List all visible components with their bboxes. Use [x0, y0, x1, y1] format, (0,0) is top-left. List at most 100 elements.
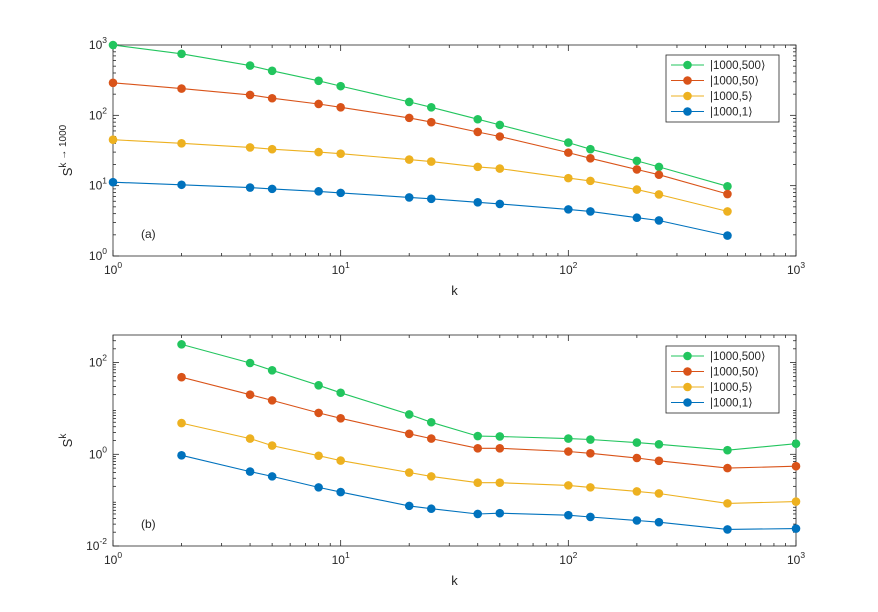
legend-item: |1000,5⟩: [671, 382, 753, 394]
data-point: [791, 524, 801, 533]
legend-marker: [683, 367, 692, 376]
data-point: [108, 78, 118, 88]
series-line: [181, 422, 797, 504]
data-point: [245, 358, 255, 368]
x-tick-label: 101: [332, 260, 350, 277]
data-point: [564, 205, 573, 214]
data-point: [404, 468, 414, 477]
data-point: [586, 153, 595, 163]
y-tick-label: 102: [89, 105, 107, 122]
data-point: [426, 157, 436, 166]
data-point: [336, 456, 345, 465]
data-point: [495, 120, 505, 130]
data-point: [404, 429, 414, 439]
data-point: [654, 190, 664, 199]
data-point: [245, 390, 255, 399]
data-point: [632, 185, 642, 194]
data-point: [404, 155, 414, 164]
data-point: [586, 207, 595, 216]
data-point: [336, 188, 345, 198]
legend-marker: [683, 107, 692, 116]
data-point: [723, 181, 732, 191]
series-1: [108, 78, 732, 199]
data-point: [314, 408, 323, 418]
data-point: [654, 162, 664, 172]
data-point: [336, 81, 345, 91]
data-point: [632, 165, 642, 174]
data-point: [723, 525, 732, 534]
data-point: [177, 372, 186, 382]
legend-item: |1000,5⟩: [671, 91, 753, 103]
data-point: [314, 147, 323, 157]
data-point: [314, 483, 323, 492]
x-tick-label: 100: [104, 260, 122, 277]
data-point: [404, 113, 414, 123]
data-point: [336, 388, 345, 398]
data-point: [495, 508, 505, 518]
legend: |1000,500⟩ |1000,50⟩ |1000,5⟩ |1000,1⟩: [665, 345, 780, 414]
panel-annotation: (b): [141, 517, 156, 531]
legend-item: |1000,1⟩: [671, 107, 753, 119]
series-line: [112, 44, 728, 187]
data-point: [564, 148, 573, 157]
y-tick-label: 103: [89, 35, 107, 52]
data-point: [586, 512, 595, 522]
data-point: [314, 76, 323, 86]
data-point: [473, 509, 483, 519]
y-axis-label: Sk: [58, 433, 75, 448]
data-point: [426, 103, 436, 112]
data-point: [267, 472, 277, 481]
data-point: [473, 162, 483, 172]
data-point: [336, 413, 345, 423]
legend-item: |1000,1⟩: [671, 398, 753, 410]
series-2: [108, 135, 732, 216]
legend-label: |1000,50⟩: [710, 76, 759, 88]
data-point: [723, 445, 732, 455]
legend-label: |1000,50⟩: [710, 367, 759, 379]
legend-label: |1000,1⟩: [710, 107, 753, 119]
data-point: [245, 90, 255, 100]
data-point: [586, 483, 595, 492]
data-point: [586, 449, 595, 458]
series-line: [112, 82, 728, 195]
data-point: [404, 97, 414, 107]
data-point: [267, 66, 277, 76]
data-point: [564, 434, 573, 443]
data-point: [267, 365, 277, 375]
data-point: [314, 380, 323, 390]
x-tick-label: 103: [787, 260, 805, 277]
legend-item: |1000,500⟩: [671, 60, 765, 72]
data-point: [426, 417, 436, 427]
data-point: [473, 198, 483, 207]
legend-label: |1000,500⟩: [710, 60, 765, 72]
data-point: [177, 49, 186, 59]
legend: |1000,500⟩ |1000,50⟩ |1000,5⟩ |1000,1⟩: [665, 54, 780, 123]
data-point: [791, 439, 801, 449]
x-tick-label: 101: [332, 550, 350, 567]
data-point: [245, 467, 255, 476]
data-point: [404, 193, 414, 202]
x-tick-label: 102: [559, 260, 577, 277]
data-point: [267, 93, 277, 103]
data-point: [495, 478, 505, 488]
data-point: [177, 180, 186, 190]
y-axis-label: Sk → 1000: [58, 124, 75, 176]
panel-b: 100 101 102 10310-2100102kSk(b)|1000,500⟩|1…: [58, 334, 805, 588]
series-3: [177, 451, 801, 534]
data-point: [495, 132, 505, 141]
data-point: [632, 438, 642, 447]
series-line: [112, 139, 728, 212]
x-axis-label: k: [451, 283, 458, 298]
series-1: [177, 372, 801, 473]
data-point: [564, 481, 573, 490]
x-tick-label: 103: [787, 550, 805, 567]
y-tick-label: 101: [89, 176, 107, 193]
series-0: [177, 340, 801, 455]
data-point: [108, 177, 118, 187]
legend-label: |1000,5⟩: [710, 382, 753, 394]
data-point: [586, 435, 595, 444]
series-line: [181, 454, 797, 530]
data-point: [245, 434, 255, 443]
data-point: [791, 461, 801, 471]
x-tick-label: 102: [559, 550, 577, 567]
